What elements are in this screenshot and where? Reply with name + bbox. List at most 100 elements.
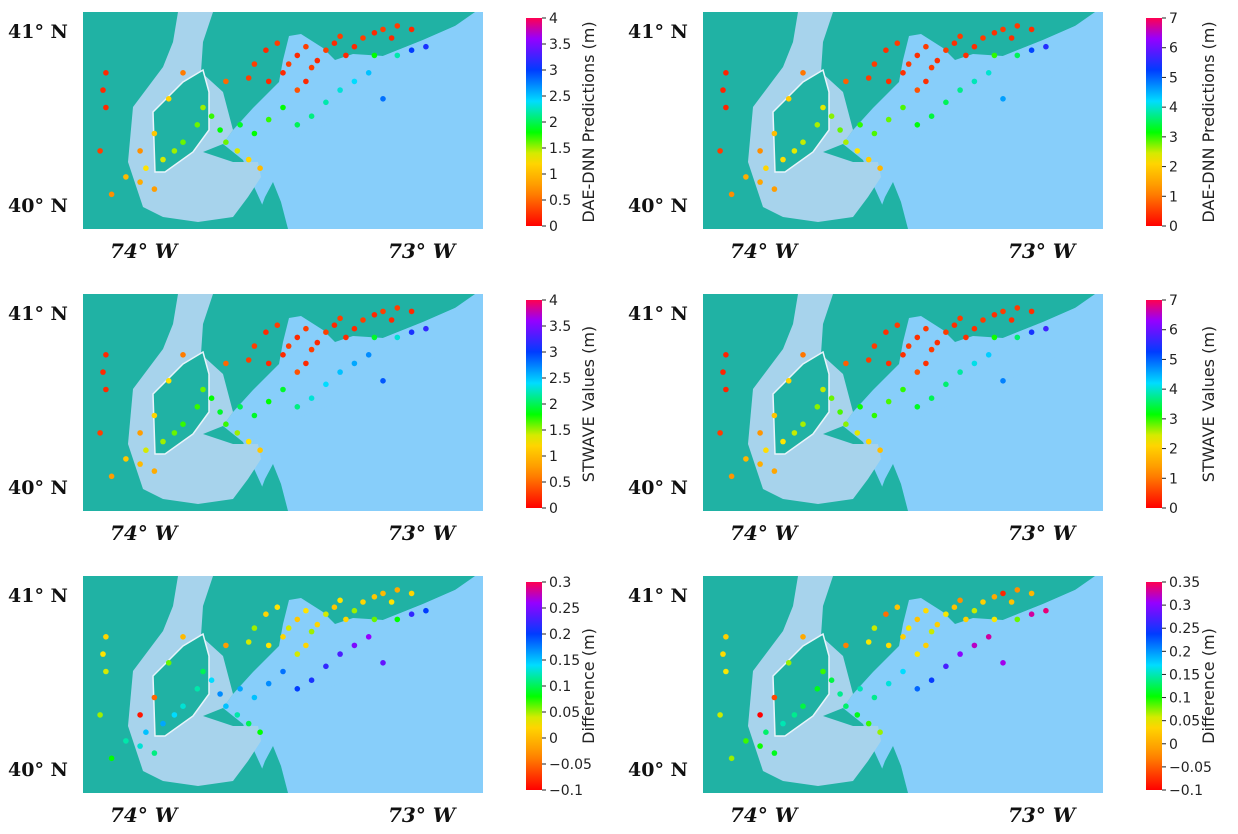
map-svg: 41° N 40° N 74° W 73° W 0 1 2 3 4 5 6 7 STWAVE Value… [628,293,1218,545]
data-point [791,712,798,718]
data-point [151,468,158,474]
longitude-label: 74° W [110,521,180,545]
colorbar-tick-label: 4 [1169,100,1178,116]
data-point [883,611,889,617]
data-point [180,139,186,145]
data-point [151,694,158,701]
data-point [351,78,358,85]
colorbar-label: DAE-DNN Predictions (m) [579,21,598,222]
colorbar-tick-label: 0.5 [549,475,571,491]
data-point [223,78,229,85]
data-point [294,616,301,623]
data-point [843,421,849,427]
data-point [323,663,329,670]
colorbar-tick-label: 0.3 [1169,598,1191,614]
data-point [245,156,252,163]
data-point [720,369,726,375]
data-point [351,360,358,367]
data-point [280,386,286,393]
map-panel-stwave-a: 41° N 40° N 74° W 73° W 0 0.5 1 1.5 2 2.5 3 3.5 4 STW… [0,282,600,552]
data-point [294,334,301,341]
data-point [380,26,386,33]
data-point [914,651,921,657]
data-point [223,360,229,367]
data-point [963,616,969,623]
colorbar-label: Difference (m) [579,628,598,744]
data-point [991,594,998,600]
data-point [280,70,286,76]
data-point [743,456,749,462]
data-point [365,634,372,640]
data-point [314,57,321,64]
data-point [337,87,343,93]
data-point [137,430,143,436]
data-point [914,616,921,623]
colorbar-tick-label: 0.05 [549,705,580,721]
data-point [408,308,415,315]
data-point [365,70,372,76]
colorbar-tick-label: −0.1 [549,783,583,799]
data-point [743,174,749,180]
data-point [991,52,998,59]
data-point [771,412,778,419]
colorbar-tick-label: 3 [1169,412,1178,428]
data-point [323,381,329,388]
latitude-label: 41° N [8,303,68,325]
data-point [914,369,921,375]
colorbar-tick-label: 0.3 [549,575,571,591]
data-point [914,122,921,128]
data-point [757,461,763,467]
data-point [828,395,835,401]
data-point [265,78,272,85]
data-point [200,104,206,111]
data-point [877,447,883,453]
inner-island [772,68,830,173]
data-point [343,334,349,341]
data-point [757,743,763,749]
data-point [1028,329,1035,335]
data-point [160,438,166,445]
data-point [780,156,786,163]
data-point [217,127,223,133]
data-point [303,642,309,649]
data-point [360,317,366,323]
data-point [800,352,806,358]
data-point [285,61,292,67]
data-point [963,52,969,59]
sound-channel [223,294,483,442]
colorbar-tick-label: 2.5 [549,89,571,105]
data-point [337,369,343,375]
data-point [103,634,109,640]
data-point [885,360,892,367]
data-point [265,642,272,649]
data-point [865,75,872,81]
data-point [380,378,386,384]
data-point [200,386,206,393]
data-point [137,461,143,467]
data-point [980,35,986,41]
data-point [280,668,286,675]
data-point [360,35,366,41]
data-point [800,421,806,427]
data-point [194,122,201,128]
data-point [380,308,386,315]
land-spit [253,464,288,511]
data-point [723,70,729,76]
data-point [963,334,969,341]
colorbar-tick-label: 0.25 [549,601,580,617]
data-point [943,47,949,53]
data-point [1014,616,1021,623]
data-point [1000,308,1006,315]
data-point [771,694,778,701]
data-point [308,113,315,119]
inner-island [152,350,210,455]
data-point [951,322,958,328]
data-point [757,148,763,154]
colorbar-tick-label: 3 [549,345,558,361]
data-point [723,104,729,111]
data-point [294,686,301,692]
data-point [854,430,861,436]
data-point [294,122,301,128]
data-point [371,594,378,600]
data-point [854,712,861,718]
